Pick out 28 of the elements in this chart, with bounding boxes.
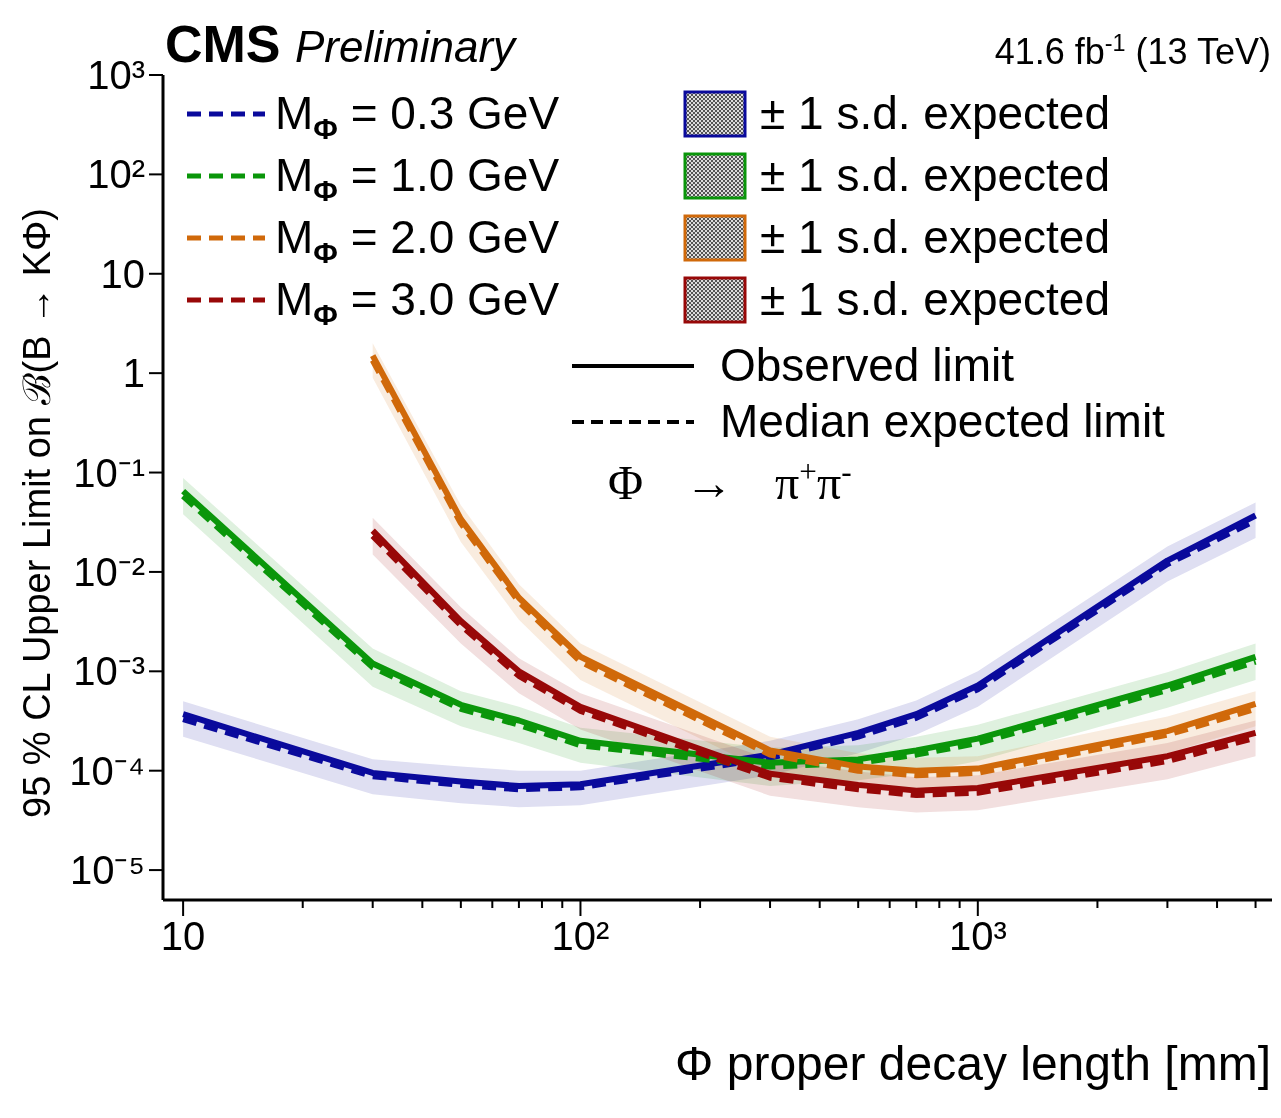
annotation: Φ → π$^{+}$π$^{-}$ [608, 454, 852, 509]
x-tick-label: 10 [160, 914, 206, 958]
y-tick-label: 1 [122, 351, 145, 396]
annotation: Observed limit [720, 339, 1014, 391]
legend-label: M$_{Φ}$ = 0.3 GeV [275, 87, 560, 146]
legend-label: M$_{Φ}$ = 2.0 GeV [275, 211, 560, 270]
annotation: Median expected limit [720, 395, 1165, 447]
chart-title: CMS [165, 15, 281, 73]
x-tick-label: 10² [551, 914, 610, 958]
annotation: ± 1 s.d. expected [760, 87, 1111, 139]
annotation: ± 1 s.d. expected [760, 273, 1111, 325]
y-tick-label: 10⁻² [73, 549, 145, 594]
x-axis-title: Φ proper decay length [mm] [675, 1036, 1271, 1091]
y-tick-label: 10⁻⁴ [69, 748, 145, 793]
y-tick-label: 10⁻⁵ [69, 848, 145, 893]
y-axis-title: 95 % CL Upper Limit on ℬ(B → KΦ) [16, 208, 58, 818]
y-tick-label: 10 [100, 251, 145, 296]
y-tick-label: 10² [87, 152, 145, 197]
y-tick-label: 10³ [87, 53, 145, 97]
chart-subtitle: Preliminary [295, 22, 516, 71]
legend-label: M$_{Φ}$ = 3.0 GeV [275, 273, 560, 332]
annotation: ± 1 s.d. expected [760, 149, 1111, 201]
x-tick-label: 10³ [948, 914, 1007, 958]
y-tick-label: 10⁻³ [73, 649, 145, 694]
legend-label: M$_{Φ}$ = 1.0 GeV [275, 149, 560, 208]
y-tick-label: 10⁻¹ [73, 450, 145, 495]
annotation: ± 1 s.d. expected [760, 211, 1111, 263]
text: 41.6 fb$^{-1}$ (13 TeV) [994, 30, 1271, 72]
